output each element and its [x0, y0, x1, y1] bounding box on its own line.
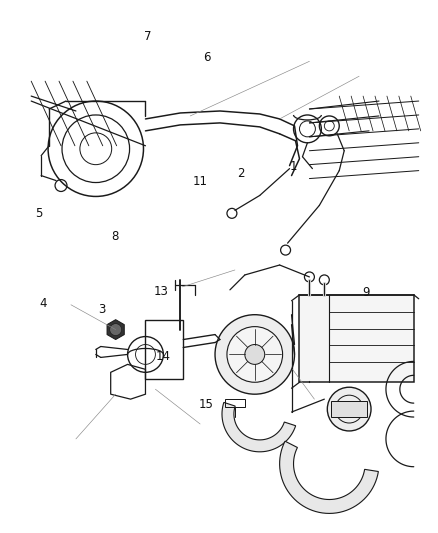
- Text: 2: 2: [237, 167, 244, 180]
- Circle shape: [244, 344, 264, 365]
- Bar: [224, 399, 244, 407]
- Text: 15: 15: [198, 398, 213, 411]
- Text: 1: 1: [289, 160, 297, 173]
- Circle shape: [226, 327, 282, 382]
- Polygon shape: [107, 320, 124, 340]
- Text: 3: 3: [98, 303, 105, 317]
- Text: 9: 9: [361, 286, 368, 300]
- Text: 14: 14: [155, 350, 170, 363]
- Text: 13: 13: [153, 286, 168, 298]
- Bar: [299, 295, 413, 382]
- Bar: [145, 320, 183, 379]
- Circle shape: [110, 324, 121, 336]
- Circle shape: [343, 403, 354, 415]
- Text: 11: 11: [192, 175, 207, 188]
- Text: 6: 6: [202, 51, 210, 64]
- Text: 4: 4: [39, 297, 46, 310]
- Bar: [331, 401, 366, 417]
- Circle shape: [327, 387, 370, 431]
- Text: 8: 8: [111, 230, 118, 243]
- Circle shape: [215, 314, 294, 394]
- Polygon shape: [279, 441, 378, 513]
- Polygon shape: [222, 402, 295, 452]
- Text: 5: 5: [35, 207, 42, 220]
- Text: 7: 7: [144, 30, 151, 43]
